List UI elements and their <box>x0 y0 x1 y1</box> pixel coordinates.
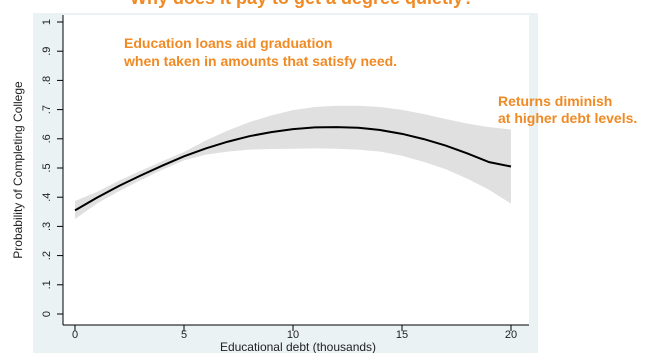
y-tick-label: .2 <box>41 251 53 260</box>
x-tick-label: 15 <box>396 329 408 341</box>
y-tick-label: .7 <box>41 105 53 114</box>
y-tick-label: .8 <box>41 76 53 85</box>
y-tick-label: .9 <box>41 47 53 56</box>
x-tick-label: 5 <box>181 329 187 341</box>
fitted-line <box>74 126 512 212</box>
y-tick-label: .1 <box>41 280 53 289</box>
x-tick-label: 0 <box>72 329 78 341</box>
y-tick-label: .5 <box>41 163 53 172</box>
x-axis-title: Educational debt (thousands) <box>220 340 376 353</box>
x-tick-label: 20 <box>505 329 517 341</box>
y-tick-label: .4 <box>41 193 53 202</box>
y-axis-ticks: 0 .1 .2 .3 .4 .5 .6 .7 .8 .9 1 <box>41 19 63 317</box>
y-tick-label: 1 <box>41 19 53 25</box>
annotation-line-2: when taken in amounts that satisfy need. <box>123 53 397 69</box>
y-tick-label: 0 <box>41 311 53 317</box>
y-tick-label: .6 <box>41 134 53 143</box>
y-axis-title: Probability of Completing College <box>11 81 25 259</box>
y-tick-label: .3 <box>41 222 53 231</box>
fitted-line-layer <box>74 126 512 212</box>
x-axis-ticks: 0 5 10 15 20 <box>72 325 517 341</box>
annotation-line-3: Returns diminish <box>498 93 612 109</box>
x-tick-label: 10 <box>287 329 299 341</box>
chart-title-fragment: Why does it pay to get a degree quietly? <box>130 0 474 8</box>
annotation-line-1: Education loans aid graduation <box>124 35 332 51</box>
annotation-line-4: at higher debt levels. <box>498 110 637 126</box>
